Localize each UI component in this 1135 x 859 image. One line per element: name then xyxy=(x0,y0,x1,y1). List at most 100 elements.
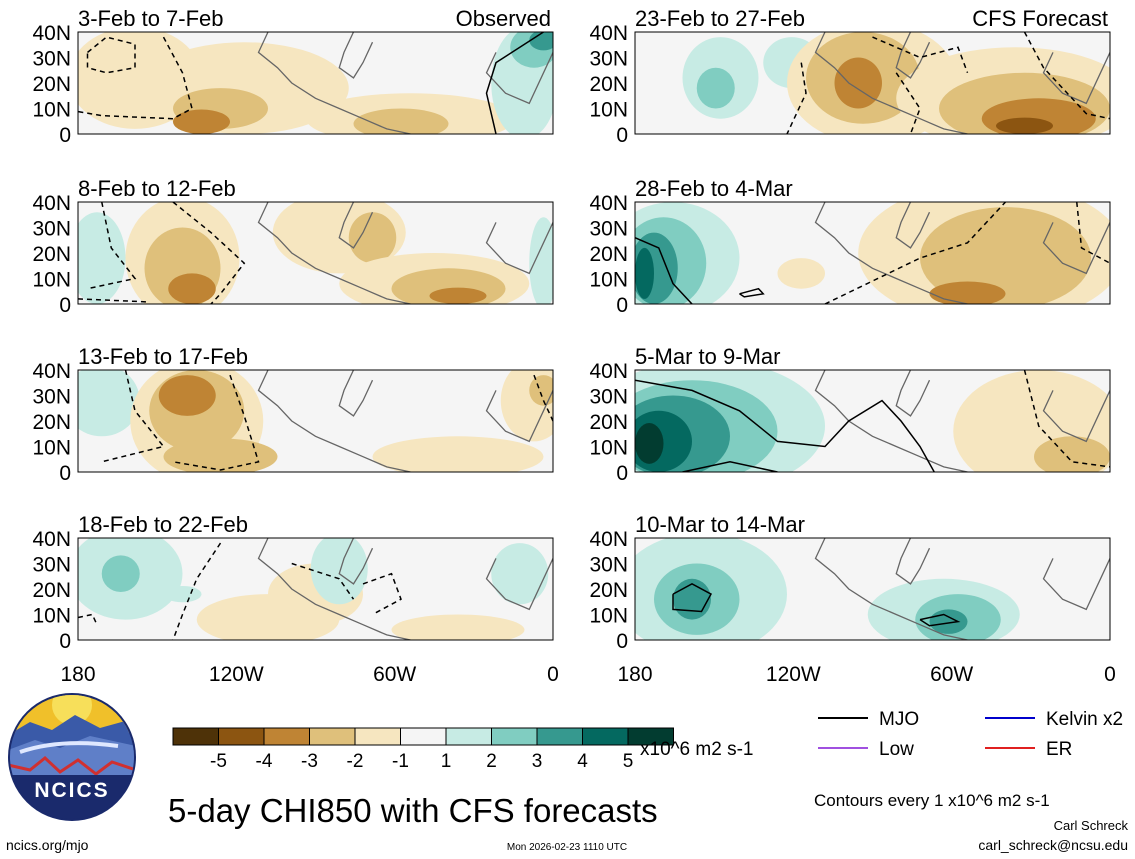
coastline-segment xyxy=(814,370,968,472)
coastline-segment xyxy=(1042,558,1110,611)
shading-field xyxy=(682,32,1110,134)
mjo-contour xyxy=(739,287,765,298)
timestamp: Mon 2026-02-23 1110 UTC xyxy=(507,842,627,853)
shading-cell xyxy=(429,287,487,304)
site-link[interactable]: ncics.org/mjo xyxy=(6,837,89,853)
y-tick-label: 30N xyxy=(32,554,71,577)
contours xyxy=(78,202,246,304)
colorbar-swatch xyxy=(309,727,356,746)
coastline-segment xyxy=(338,32,374,79)
shading-cell xyxy=(673,578,711,620)
negative-contour xyxy=(291,562,355,600)
coastline-segment xyxy=(257,202,411,304)
contours xyxy=(786,32,1110,134)
y-tick-label: 40N xyxy=(32,22,71,45)
coastline xyxy=(257,538,553,640)
shading-cell xyxy=(101,555,140,593)
y-tick-label: 20N xyxy=(589,73,628,96)
coastline xyxy=(814,202,1110,304)
y-tick-label: 10N xyxy=(32,437,71,460)
colorbar-level: -1 xyxy=(392,751,409,772)
legend: MJO Kelvin x2 Low ER xyxy=(818,709,1123,760)
coastline-segment xyxy=(814,538,968,640)
x-tick-label-left: 0 xyxy=(547,663,559,686)
coastline-segment xyxy=(485,52,553,105)
y-tick-label: 0 xyxy=(59,630,71,653)
y-tick-label: 40N xyxy=(589,528,628,551)
colorbar-swatch xyxy=(491,727,538,746)
negative-contour xyxy=(78,36,193,120)
mjo-contour xyxy=(485,32,544,134)
coastline-segment xyxy=(257,538,411,640)
negative-contour xyxy=(172,202,246,304)
colorbar-swatch xyxy=(627,727,674,746)
author-email[interactable]: carl_schreck@ncsu.edu xyxy=(978,837,1128,853)
shading-cell xyxy=(310,538,368,605)
x-tick-label-left: 60W xyxy=(373,663,416,686)
y-tick-label: 30N xyxy=(32,48,71,71)
shading-cell xyxy=(529,217,553,304)
coastline xyxy=(814,370,1110,472)
coastline-segment xyxy=(338,202,374,249)
author-name: Carl Schreck xyxy=(1054,818,1129,833)
panel-period: 23-Feb to 27-Feb xyxy=(635,6,805,31)
mjo-contour xyxy=(635,379,935,472)
colorbar-swatch xyxy=(354,727,401,746)
shading-cell xyxy=(491,543,549,605)
mjo-contour xyxy=(672,583,713,613)
contours xyxy=(101,370,553,471)
y-tick-label: 40N xyxy=(589,22,628,45)
x-tick-label-right: 60W xyxy=(930,663,973,686)
colorbar-level: 3 xyxy=(532,751,543,772)
negative-contour xyxy=(87,202,137,290)
y-tick-label: 20N xyxy=(32,243,71,266)
y-tick-label: 30N xyxy=(32,218,71,241)
negative-contour xyxy=(172,374,260,471)
coastline-segment xyxy=(895,32,931,79)
x-axis-labels: 180 120W 60W 0 180 120W 60W 0 xyxy=(60,663,1115,686)
shading-field xyxy=(635,538,1020,640)
coastline-segment xyxy=(1042,52,1110,105)
colorbar-level: 2 xyxy=(486,751,497,772)
panel-period: 3-Feb to 7-Feb xyxy=(78,6,224,31)
colorbar: -5 -4 -3 -2 -1 1 2 3 4 5 x10^6 m2 s-1 xyxy=(172,727,753,772)
shading-cell xyxy=(168,273,216,304)
panel-period: 18-Feb to 22-Feb xyxy=(78,512,248,537)
mjo-contour xyxy=(919,613,961,627)
coastline xyxy=(814,32,1110,134)
colorbar-swatch xyxy=(400,727,447,746)
panel-period: 28-Feb to 4-Mar xyxy=(635,176,793,201)
colorbar-level: -5 xyxy=(210,751,227,772)
colorbar-level: 4 xyxy=(577,751,588,772)
shading-cell xyxy=(696,67,735,109)
y-tick-label: 10N xyxy=(32,99,71,122)
contours xyxy=(635,202,1110,304)
colorbar-swatch xyxy=(582,727,629,746)
coastline-segment xyxy=(1042,390,1110,443)
y-tick-label: 0 xyxy=(616,462,628,485)
coastline-segment xyxy=(257,370,411,472)
negative-contour xyxy=(101,370,165,463)
negative-contour xyxy=(824,202,1007,304)
contours xyxy=(78,542,402,640)
coastline xyxy=(257,202,553,304)
column-label-right: CFS Forecast xyxy=(972,6,1108,31)
coastline-segment xyxy=(485,390,553,443)
negative-contour xyxy=(172,542,222,640)
y-tick-label: 30N xyxy=(589,386,628,409)
x-tick-label-right: 180 xyxy=(617,663,652,686)
shading-cell xyxy=(1034,436,1110,472)
coastline-segment xyxy=(257,32,411,134)
y-tick-label: 10N xyxy=(589,437,628,460)
